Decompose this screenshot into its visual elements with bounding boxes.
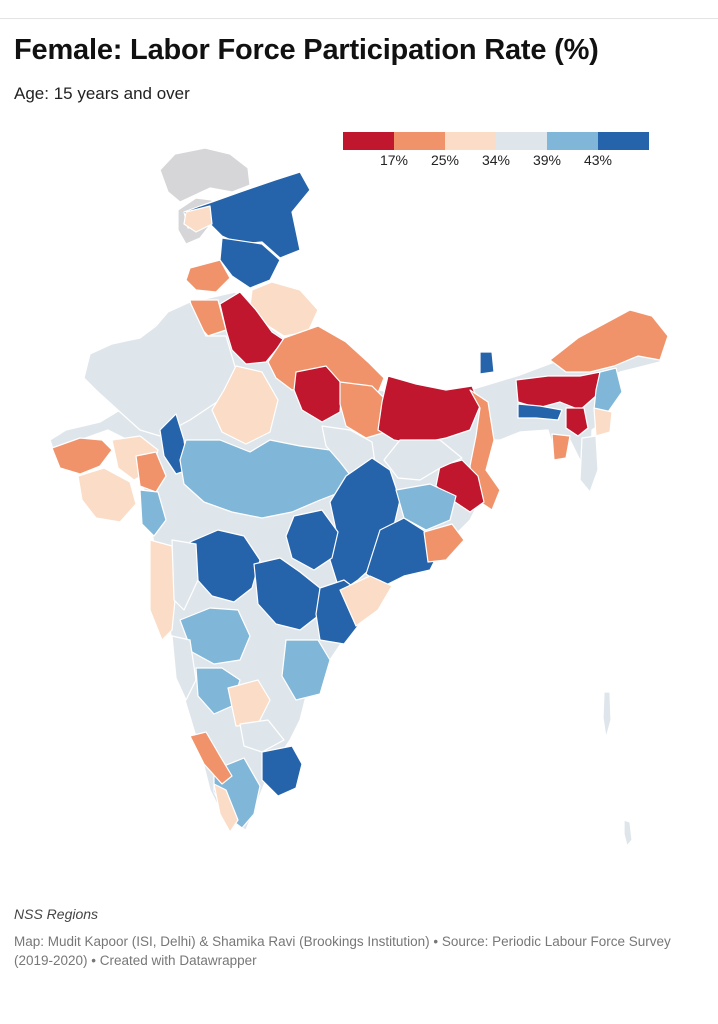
map-region-kutch[interactable] xyxy=(51,437,113,475)
legend-tick-label: 17% xyxy=(379,152,409,168)
map-region-tn-north[interactable] xyxy=(261,745,303,797)
legend-swatch xyxy=(343,132,394,150)
legend-tick-label: 39% xyxy=(532,152,562,168)
chart-subtitle: Age: 15 years and over xyxy=(14,84,190,103)
legend-tick-label: 34% xyxy=(481,152,511,168)
map-region-rajasthan-east[interactable] xyxy=(211,365,279,445)
legend-tick-label: 25% xyxy=(430,152,460,168)
map-region-maharashtra-west[interactable] xyxy=(189,529,261,603)
map-region-andhra-coast[interactable] xyxy=(281,639,331,701)
legend-swatch xyxy=(547,132,598,150)
map-region-kerala-south[interactable] xyxy=(213,783,239,833)
legend-swatches xyxy=(343,132,649,150)
legend-swatch xyxy=(394,132,445,150)
map-region-punjab[interactable] xyxy=(185,259,231,293)
map-region-meghalaya[interactable] xyxy=(517,403,563,421)
map-notes: NSS Regions xyxy=(14,906,99,922)
map-region-kerala-north[interactable] xyxy=(189,731,233,785)
map-region-vidarbha[interactable] xyxy=(285,509,339,571)
color-legend: 17% 25% 34% 39% 43% xyxy=(343,132,649,172)
legend-swatch xyxy=(598,132,649,150)
map-byline: Map: Mudit Kapoor (ISI, Delhi) & Shamika… xyxy=(14,934,671,968)
map-region-tn-coast[interactable] xyxy=(239,719,285,753)
map-region-karnataka-coast[interactable] xyxy=(171,635,197,701)
map-region-andhra-north[interactable] xyxy=(339,575,393,627)
top-rule xyxy=(0,18,718,19)
map-region-rayalaseema[interactable] xyxy=(227,679,271,727)
map-region-odisha-coast[interactable] xyxy=(423,523,465,563)
chart-title: Female: Labor Force Participation Rate (… xyxy=(14,34,599,66)
map-region-rajasthan-west[interactable] xyxy=(83,301,237,437)
map-region-odisha-north[interactable] xyxy=(395,483,457,531)
map-region-gujarat-south[interactable] xyxy=(139,489,167,537)
map-region-jharkhand[interactable] xyxy=(383,439,463,481)
map-region-tripura[interactable] xyxy=(593,407,613,437)
map-region-maharashtra-inland[interactable] xyxy=(171,539,199,611)
map-region-karnataka-north[interactable] xyxy=(179,607,251,665)
map-region-mp-west[interactable] xyxy=(179,439,353,519)
map-region-bihar[interactable] xyxy=(377,375,481,445)
legend-swatch xyxy=(445,132,496,150)
map-region-nicobar[interactable] xyxy=(623,819,633,847)
india-choropleth-map[interactable] xyxy=(0,140,718,870)
map-region-tripura-south[interactable] xyxy=(551,433,571,461)
map-region-arunachal[interactable] xyxy=(549,309,669,373)
map-region-barak[interactable] xyxy=(565,407,589,437)
map-region-jk-light[interactable] xyxy=(183,205,213,233)
legend-swatch xyxy=(496,132,547,150)
map-region-mizoram[interactable] xyxy=(579,435,599,493)
map-region-up-south[interactable] xyxy=(293,365,343,423)
legend-ticks: 17% 25% 34% 39% 43% xyxy=(343,152,649,170)
map-container[interactable] xyxy=(0,140,718,870)
map-region-sikkim[interactable] xyxy=(479,351,495,375)
map-region-gujarat-east[interactable] xyxy=(135,451,167,493)
map-region-pok[interactable] xyxy=(159,147,251,203)
map-region-saurashtra[interactable] xyxy=(77,467,137,523)
legend-tick-label: 43% xyxy=(583,152,613,168)
map-region-andaman[interactable] xyxy=(602,691,612,739)
